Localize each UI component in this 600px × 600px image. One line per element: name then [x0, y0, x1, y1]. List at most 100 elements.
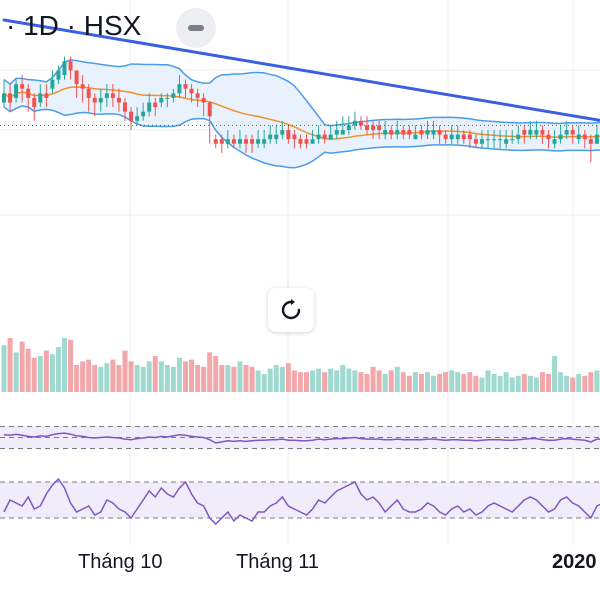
chart-overlay: [0, 18, 600, 126]
candle-body-93: [558, 134, 563, 140]
volume-bar-60: [358, 372, 364, 392]
volume-bar-37: [219, 365, 225, 392]
volume-bar-18: [104, 363, 110, 392]
candle-body-28: [165, 97, 170, 99]
volume-bar-71: [425, 372, 430, 392]
volume-bar-44: [261, 374, 267, 392]
candle-body-40: [237, 139, 242, 144]
volume-bar-82: [491, 374, 497, 392]
candle-body-20: [116, 97, 121, 103]
volume-bar-14: [80, 361, 86, 392]
candle-body-91: [546, 134, 551, 140]
candle-body-35: [207, 102, 212, 117]
candle-body-14: [80, 84, 85, 89]
volume-bar-22: [128, 361, 134, 392]
volume-bar-62: [370, 366, 376, 392]
volume-bar-11: [62, 338, 67, 392]
volume-bar-95: [570, 377, 576, 392]
volume-bar-32: [189, 359, 195, 392]
volume-bar-52: [310, 370, 316, 392]
candle-body-84: [504, 139, 509, 144]
candle-body-9: [50, 79, 55, 89]
volume-bar-23: [134, 365, 140, 392]
candle-body-88: [528, 130, 533, 135]
volume-bar-91: [546, 374, 551, 392]
volume-bar-45: [267, 368, 273, 392]
candle-body-57: [340, 130, 345, 135]
candle-body-37: [219, 139, 224, 144]
candle-body-68: [407, 130, 412, 135]
volume-bar-83: [497, 375, 503, 392]
volume-bar-65: [388, 370, 394, 392]
candle-body-92: [552, 139, 557, 144]
candle-body-52: [310, 139, 315, 144]
candle-body-59: [352, 120, 357, 126]
candle-body-64: [383, 130, 388, 135]
volume-bar-92: [552, 356, 558, 392]
candle-body-69: [413, 134, 418, 140]
candle-body-94: [564, 130, 569, 135]
candle-body-45: [268, 134, 273, 140]
minus-icon: [188, 25, 204, 31]
volume-bar-29: [170, 366, 176, 392]
volume-bar-57: [340, 365, 346, 392]
candle-body-98: [588, 139, 593, 144]
chart-title: · 1D · HSX: [6, 10, 142, 41]
candle-body-32: [189, 88, 194, 94]
candle-body-53: [316, 134, 321, 140]
candle-body-74: [443, 134, 448, 140]
volume-bar-39: [231, 366, 237, 392]
volume-bar-74: [443, 372, 449, 392]
volume-bar-5: [25, 348, 31, 392]
candle-body-10: [56, 70, 61, 80]
candle-body-97: [582, 134, 587, 140]
candle-body-33: [195, 93, 200, 98]
candle-body-17: [98, 97, 103, 103]
volume-bar-80: [479, 377, 485, 392]
volume-bar-48: [285, 363, 291, 392]
volume-bar-47: [279, 366, 285, 392]
oscillator1-line: [3, 432, 600, 444]
candle-body-85: [510, 139, 515, 141]
candle-body-80: [479, 139, 484, 144]
volume-bar-69: [412, 372, 418, 392]
volume-bar-86: [515, 375, 521, 392]
volume-bar-46: [273, 365, 279, 392]
reset-icon: [281, 299, 301, 320]
candle-body-79: [473, 139, 478, 144]
volume-bar-43: [255, 370, 261, 392]
candle-body-1: [2, 93, 6, 103]
candle-body-41: [244, 139, 248, 144]
volume-bar-78: [467, 372, 473, 392]
collapse-button[interactable]: [176, 8, 216, 48]
bollinger-upper-line: [3, 59, 600, 127]
candle-body-34: [201, 97, 206, 103]
volume-bar-41: [243, 365, 249, 392]
candle-body-87: [522, 130, 527, 135]
volume-bar-81: [485, 370, 491, 392]
candle-body-6: [32, 97, 37, 108]
volume-bar-76: [455, 372, 461, 392]
volume-bar-84: [503, 372, 509, 392]
volume-bar-15: [86, 359, 92, 392]
volume-bar-13: [74, 365, 80, 392]
candle-body-24: [141, 111, 146, 117]
volume-bar-55: [328, 368, 334, 392]
volume-bar-33: [195, 365, 201, 392]
volume-bar-16: [92, 365, 98, 392]
candle-body-27: [159, 97, 164, 103]
volume-bar-66: [394, 366, 400, 392]
volume-bar-19: [110, 359, 116, 392]
candle-body-51: [304, 139, 309, 144]
candles-layer: [2, 56, 599, 163]
volume-bar-8: [43, 350, 49, 392]
candle-body-13: [74, 70, 79, 85]
reset-button[interactable]: [268, 288, 314, 332]
candle-body-21: [123, 102, 127, 112]
volume-bar-25: [146, 361, 152, 392]
candle-body-76: [455, 134, 460, 140]
volume-bar-90: [539, 372, 545, 392]
candle-body-4: [20, 84, 25, 89]
moving-average-line: [3, 86, 600, 141]
